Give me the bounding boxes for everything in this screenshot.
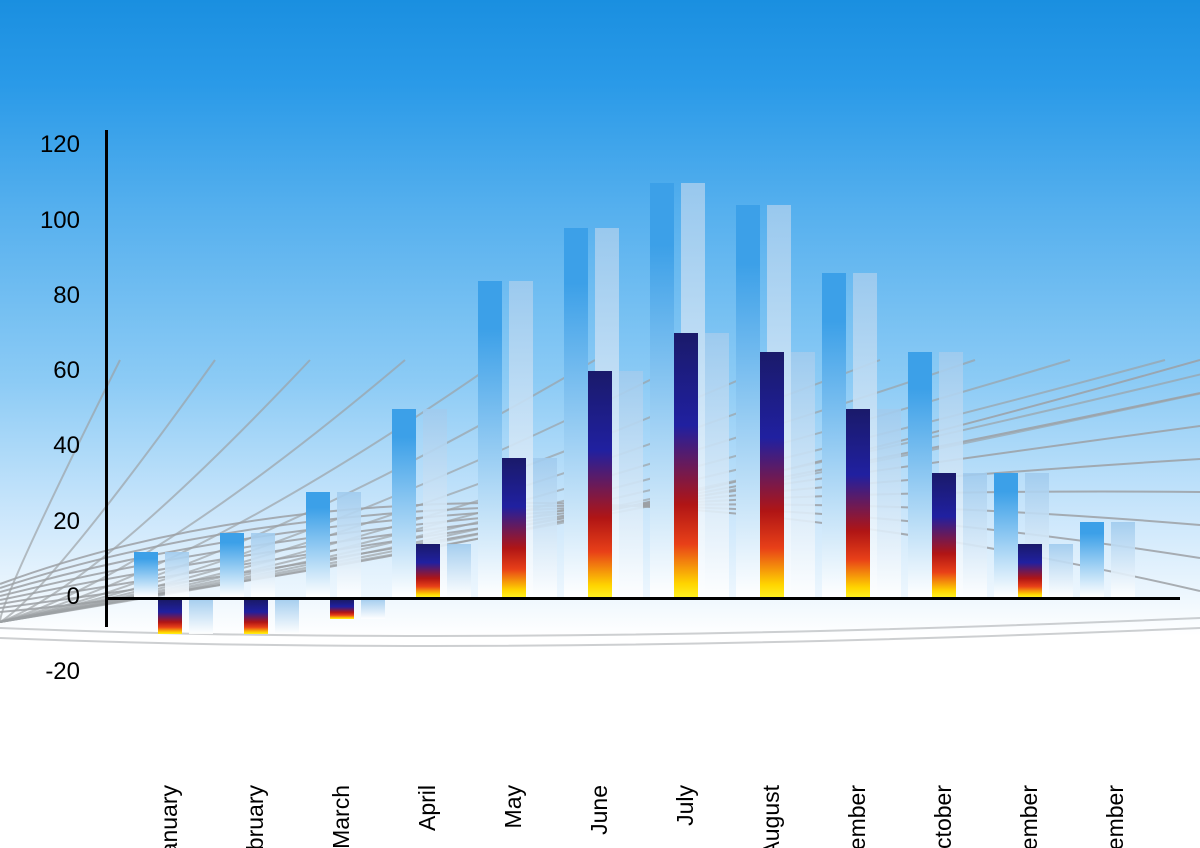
bar-shadow [791, 352, 815, 597]
x-category-label: November [1016, 785, 1043, 848]
x-category-label: June [586, 785, 613, 835]
y-axis [105, 130, 108, 627]
bar-series1 [220, 533, 244, 597]
bar-chart: -20 0 20 40 60 80 100 120 January February March Ap… [0, 0, 1200, 848]
bar-shadow [251, 533, 275, 597]
bar-series2 [760, 352, 784, 597]
bar-series2 [932, 473, 956, 597]
bar-shadow [447, 544, 471, 597]
bar-series2 [846, 409, 870, 597]
bar-shadow [1049, 544, 1073, 597]
bar-series1 [564, 228, 588, 597]
bar-shadow [361, 600, 385, 619]
y-tick-label: 120 [0, 131, 80, 159]
y-tick-label: 0 [0, 583, 80, 611]
bar-shadow [337, 492, 361, 597]
bar-series1 [822, 273, 846, 597]
bar-shadow [619, 371, 643, 597]
bar-series1 [134, 552, 158, 597]
bar-series2 [416, 544, 440, 597]
bar-series1 [908, 352, 932, 597]
bar-series2 [588, 371, 612, 597]
bar-series1 [306, 492, 330, 597]
bar-shadow [1111, 522, 1135, 597]
bar-shadow [705, 333, 729, 597]
bar-series1 [994, 473, 1018, 597]
bar-shadow [189, 600, 213, 634]
y-tick-label: 20 [0, 508, 80, 536]
bar-shadow [533, 458, 557, 597]
bar-series1 [1080, 522, 1104, 597]
x-category-label: July [672, 785, 699, 826]
x-category-label: August [758, 785, 785, 848]
y-tick-label: 40 [0, 432, 80, 460]
x-category-label: February [242, 785, 269, 848]
bar-series2 [1018, 544, 1042, 597]
bar-shadow [165, 552, 189, 597]
bar-series1 [650, 183, 674, 597]
bar-shadow [275, 600, 299, 634]
y-tick-label: 100 [0, 207, 80, 235]
x-category-label: April [414, 785, 441, 831]
bar-series2 [244, 600, 268, 634]
bar-series2 [330, 600, 354, 619]
y-tick-label: 80 [0, 282, 80, 310]
bar-shadow [877, 409, 901, 597]
bar-series1 [478, 281, 502, 597]
x-category-label: October [930, 785, 957, 848]
x-category-label: December [1102, 785, 1129, 848]
y-tick-label: -20 [0, 658, 80, 686]
bar-series2 [502, 458, 526, 597]
bar-series2 [674, 333, 698, 597]
x-category-label: May [500, 785, 527, 828]
x-category-label: March [328, 785, 355, 848]
x-category-label: January [156, 785, 183, 848]
bar-shadow [963, 473, 987, 597]
bar-series2 [158, 600, 182, 634]
bar-series1 [736, 205, 760, 597]
x-category-label: September [844, 785, 871, 848]
bar-series1 [392, 409, 416, 597]
y-tick-label: 60 [0, 357, 80, 385]
